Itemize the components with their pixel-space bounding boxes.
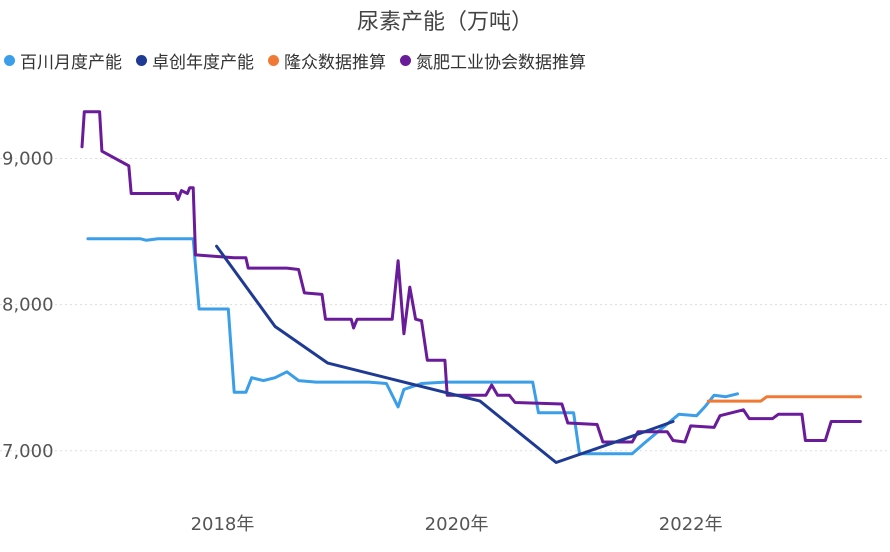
legend-label-longzhong: 隆众数据推算 bbox=[284, 53, 386, 73]
legend-item-zhuochuang[interactable]: 卓创年度产能 bbox=[136, 48, 254, 73]
chart-title: 尿素产能（万吨） bbox=[356, 10, 533, 35]
legend-label-zhuochuang: 卓创年度产能 bbox=[152, 53, 254, 73]
legend-label-fertilizer-association: 氮肥工业协会数据推算 bbox=[416, 53, 586, 73]
legend-item-longzhong[interactable]: 隆众数据推算 bbox=[268, 48, 386, 73]
x-tick-label: 2022年 bbox=[659, 514, 723, 535]
chart-legend: 百川月度产能 卓创年度产能 隆众数据推算 氮肥工业协会数据推算 bbox=[4, 48, 600, 73]
y-tick-label: 8,000 bbox=[2, 295, 54, 316]
series-lines bbox=[80, 110, 862, 464]
legend-swatch-fertilizer-association bbox=[400, 55, 411, 66]
series-line-3[interactable] bbox=[80, 110, 862, 444]
legend-swatch-zhuochuang bbox=[136, 55, 147, 66]
legend-label-baichuan: 百川月度产能 bbox=[20, 53, 122, 73]
legend-item-fertilizer-association[interactable]: 氮肥工业协会数据推算 bbox=[400, 48, 586, 73]
legend-item-baichuan[interactable]: 百川月度产能 bbox=[4, 48, 122, 73]
x-axis: 2018年 2020年 2022年 bbox=[191, 514, 723, 535]
legend-swatch-baichuan bbox=[4, 55, 15, 66]
series-line-2[interactable] bbox=[706, 395, 862, 403]
y-tick-label: 7,000 bbox=[2, 441, 54, 462]
x-tick-label: 2018年 bbox=[191, 514, 255, 535]
x-tick-label: 2020年 bbox=[425, 514, 489, 535]
legend-swatch-longzhong bbox=[268, 55, 279, 66]
series-line-0[interactable] bbox=[86, 237, 739, 456]
y-tick-label: 9,000 bbox=[2, 148, 54, 169]
series-line-1[interactable] bbox=[215, 244, 675, 464]
gridlines bbox=[0, 157, 890, 452]
y-axis: 7,000 8,000 9,000 bbox=[2, 148, 54, 461]
